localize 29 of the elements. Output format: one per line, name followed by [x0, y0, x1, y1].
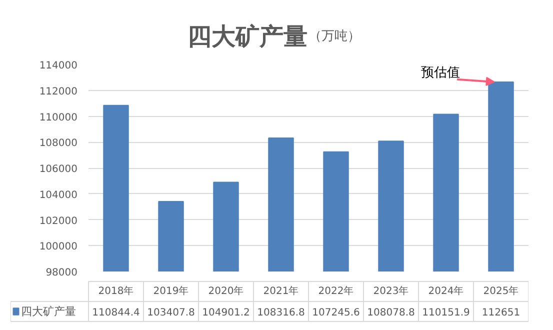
data-label: 110151.9 [422, 308, 470, 318]
x-tick-label: 2021年 [263, 285, 299, 297]
y-tick-label: 102000 [39, 216, 78, 227]
y-tick-label: 106000 [39, 164, 78, 175]
x-tick-label: 2018年 [98, 285, 134, 297]
chart-subtitle: （万吨） [308, 29, 360, 44]
data-label: 108316.8 [257, 308, 305, 318]
x-tick-label: 2022年 [318, 285, 354, 297]
y-tick-label: 98000 [46, 268, 78, 278]
x-tick-label: 2025年 [483, 285, 519, 297]
data-label: 104901.2 [202, 308, 250, 318]
x-tick-label: 2024年 [428, 285, 464, 297]
legend-label: 四大矿产量 [20, 305, 76, 318]
y-tick-label: 100000 [39, 242, 78, 253]
y-tick-label: 114000 [39, 60, 78, 72]
y-tick-label: 110000 [39, 112, 78, 124]
data-label: 103407.8 [147, 308, 195, 318]
y-tick-label: 112000 [39, 86, 78, 98]
data-label: 107245.6 [312, 308, 360, 318]
data-label: 110844.4 [92, 308, 140, 318]
data-label: 108078.8 [367, 308, 415, 318]
annotation: 预估值 [421, 65, 460, 80]
data-label: 112651 [482, 308, 520, 318]
x-tick-label: 2023年 [373, 285, 409, 297]
x-tick-label: 2019年 [153, 285, 189, 297]
y-tick-label: 108000 [39, 138, 78, 150]
chart-title: 四大矿产量 [188, 22, 308, 50]
y-tick-label: 104000 [39, 190, 78, 201]
x-tick-label: 2020年 [208, 285, 244, 297]
